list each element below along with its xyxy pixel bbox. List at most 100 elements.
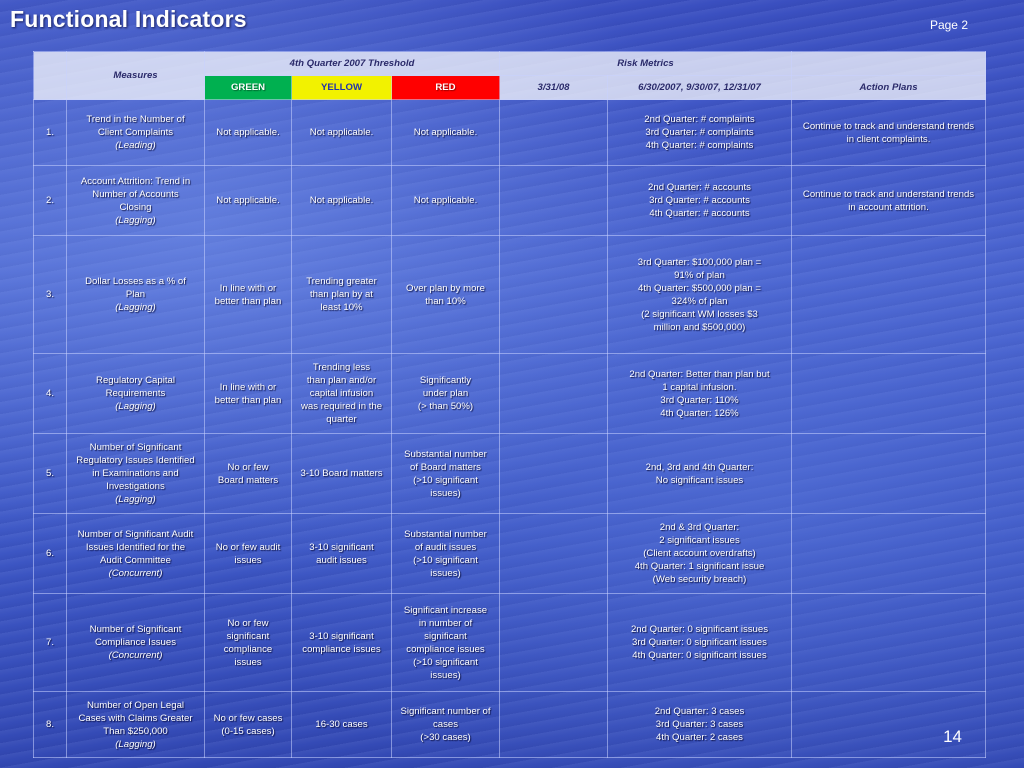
green-threshold-cell-text: No or few audit issues bbox=[215, 541, 281, 566]
measure-label: Account Attrition: Trend in Number of Ac… bbox=[80, 175, 191, 213]
metric-q1-2008-cell bbox=[499, 235, 608, 354]
slide-title: Functional Indicators bbox=[10, 6, 247, 32]
metric-q1-2008-cell bbox=[499, 99, 608, 166]
row-number-text: 8. bbox=[45, 719, 54, 730]
row-number-text: 3. bbox=[45, 289, 54, 300]
measure-category: (Lagging) bbox=[115, 738, 156, 750]
header-action-plans: Action Plans bbox=[791, 75, 986, 100]
yellow-threshold-cell-text: Trending greater than plan by at least 1… bbox=[306, 276, 377, 313]
action-plan-cell bbox=[791, 593, 986, 692]
action-plan-cell bbox=[791, 513, 986, 594]
measure-label: Number of Significant Compliance Issues bbox=[89, 624, 182, 648]
red-threshold-cell: Significant number of cases (>30 cases) bbox=[391, 691, 500, 758]
red-threshold-cell: Substantial number of Board matters (>10… bbox=[391, 433, 500, 514]
green-threshold-cell: No or few cases (0-15 cases) bbox=[204, 691, 292, 758]
table-row: 1. Trend in the Number of Client Complain… bbox=[33, 99, 986, 166]
green-threshold-cell: Not applicable. bbox=[204, 99, 292, 166]
yellow-threshold-cell-text: 3-10 significant audit issues bbox=[309, 541, 374, 566]
header-threshold: 4th Quarter 2007 Threshold bbox=[204, 51, 500, 76]
yellow-threshold-cell: Not applicable. bbox=[291, 165, 392, 236]
header-number-cell bbox=[33, 51, 67, 100]
measure-label: Number of Open Legal Cases with Claims G… bbox=[78, 699, 193, 737]
metric-2007-cell-text: 2nd Quarter: # complaints 3rd Quarter: #… bbox=[644, 114, 755, 151]
yellow-threshold-cell-text: 3-10 significant compliance issues bbox=[302, 630, 381, 655]
measure-category: (Concurrent) bbox=[108, 567, 163, 579]
red-threshold-cell-text: Over plan by more than 10% bbox=[406, 282, 485, 307]
row-number: 8. bbox=[33, 691, 67, 758]
header-measures: Measures bbox=[66, 51, 205, 100]
action-plan-cell bbox=[791, 235, 986, 354]
measure-cell: Number of Significant Regulatory Issues … bbox=[66, 433, 205, 514]
table-row: 2. Account Attrition: Trend in Number of … bbox=[33, 165, 986, 236]
table-row: 3. Dollar Losses as a % of Plan (Lagging) I… bbox=[33, 235, 986, 354]
measure-cell: Number of Open Legal Cases with Claims G… bbox=[66, 691, 205, 758]
yellow-threshold-cell-text: Not applicable. bbox=[309, 195, 374, 206]
red-threshold-cell: Over plan by more than 10% bbox=[391, 235, 500, 354]
red-threshold-cell-text: Significant increase in number of signif… bbox=[403, 604, 488, 681]
measure-cell: Number of Significant Audit Issues Ident… bbox=[66, 513, 205, 594]
metric-2007-cell: 2nd Quarter: # complaints 3rd Quarter: #… bbox=[607, 99, 792, 166]
measure-label: Number of Significant Regulatory Issues … bbox=[76, 442, 195, 492]
metric-q1-2008-cell bbox=[499, 433, 608, 514]
row-number: 2. bbox=[33, 165, 67, 236]
metric-q1-2008-cell bbox=[499, 691, 608, 758]
yellow-threshold-cell: 16-30 cases bbox=[291, 691, 392, 758]
functional-indicators-table: Measures 4th Quarter 2007 Threshold Risk… bbox=[33, 51, 986, 758]
red-threshold-cell: Substantial number of audit issues (>10 … bbox=[391, 513, 500, 594]
measure-category: (Concurrent) bbox=[108, 650, 163, 661]
row-number-text: 6. bbox=[45, 548, 54, 559]
red-threshold-cell-text: Not applicable. bbox=[413, 127, 478, 138]
metric-2007-cell-text: 2nd, 3rd and 4th Quarter: No significant… bbox=[645, 461, 754, 486]
measure-cell: Trend in the Number of Client Complaints… bbox=[66, 99, 205, 166]
row-number-text: 5. bbox=[45, 468, 54, 479]
measure-label: Dollar Losses as a % of Plan bbox=[85, 276, 186, 300]
measure-label: Regulatory Capital Requirements bbox=[96, 375, 175, 399]
action-plan-cell-text: Continue to track and understand trends … bbox=[802, 120, 975, 145]
red-threshold-cell: Not applicable. bbox=[391, 99, 500, 166]
green-threshold-cell: No or few Board matters bbox=[204, 433, 292, 514]
measure-label: Number of Significant Audit Issues Ident… bbox=[77, 528, 194, 566]
header-date-2: 6/30/2007, 9/30/07, 12/31/07 bbox=[607, 75, 792, 100]
green-threshold-cell-text: No or few cases (0-15 cases) bbox=[213, 712, 283, 737]
metric-q1-2008-cell bbox=[499, 353, 608, 434]
row-number-text: 2. bbox=[45, 195, 54, 206]
measure-category: (Lagging) bbox=[115, 302, 156, 313]
metric-2007-cell-text: 2nd Quarter: # accounts 3rd Quarter: # a… bbox=[648, 182, 751, 219]
table-row: 7. Number of Significant Compliance Issue… bbox=[33, 593, 986, 692]
header-red: RED bbox=[391, 75, 500, 100]
table-body: 1. Trend in the Number of Client Complain… bbox=[33, 99, 986, 758]
metric-2007-cell: 2nd, 3rd and 4th Quarter: No significant… bbox=[607, 433, 792, 514]
page-label: Page 2 bbox=[929, 18, 968, 32]
action-plan-cell: Continue to track and understand trends … bbox=[791, 165, 986, 236]
header-green: GREEN bbox=[204, 75, 292, 100]
red-threshold-cell-text: Significantly under plan (> than 50%) bbox=[417, 375, 474, 412]
yellow-threshold-cell: 3-10 significant compliance issues bbox=[291, 593, 392, 692]
yellow-threshold-cell: 3-10 Board matters bbox=[291, 433, 392, 514]
row-number-text: 4. bbox=[45, 388, 54, 399]
action-plan-cell bbox=[791, 433, 986, 514]
metric-2007-cell-text: 2nd Quarter: 0 significant issues 3rd Qu… bbox=[630, 624, 769, 661]
row-number: 7. bbox=[33, 593, 67, 692]
green-threshold-cell: No or few significant compliance issues bbox=[204, 593, 292, 692]
metric-q1-2008-cell bbox=[499, 593, 608, 692]
yellow-threshold-cell: 3-10 significant audit issues bbox=[291, 513, 392, 594]
red-threshold-cell-text: Substantial number of audit issues (>10 … bbox=[404, 528, 487, 579]
metric-2007-cell-text: 3rd Quarter: $100,000 plan = 91% of plan… bbox=[637, 256, 762, 333]
yellow-threshold-cell-text: 3-10 Board matters bbox=[300, 468, 383, 479]
metric-2007-cell-text: 2nd Quarter: 3 cases 3rd Quarter: 3 case… bbox=[654, 706, 745, 743]
header-action-plans-top bbox=[791, 51, 986, 76]
measure-cell: Regulatory Capital Requirements (Lagging) bbox=[66, 353, 205, 434]
metric-q1-2008-cell bbox=[499, 165, 608, 236]
measure-category: (Lagging) bbox=[115, 494, 156, 505]
slide-number: 14 bbox=[943, 727, 962, 746]
table-row: 5. Number of Significant Regulatory Issue… bbox=[33, 433, 986, 514]
metric-2007-cell-text: 2nd Quarter: Better than plan but 1 capi… bbox=[629, 368, 770, 419]
row-number-text: 7. bbox=[45, 637, 54, 648]
action-plan-cell-text: Continue to track and understand trends … bbox=[802, 188, 975, 213]
row-number: 6. bbox=[33, 513, 67, 594]
metric-2007-cell: 2nd & 3rd Quarter: 2 significant issues … bbox=[607, 513, 792, 594]
measure-cell: Dollar Losses as a % of Plan (Lagging) bbox=[66, 235, 205, 354]
measure-category: (Leading) bbox=[115, 140, 156, 151]
row-number: 4. bbox=[33, 353, 67, 434]
table-row: 6. Number of Significant Audit Issues Ide… bbox=[33, 513, 986, 594]
